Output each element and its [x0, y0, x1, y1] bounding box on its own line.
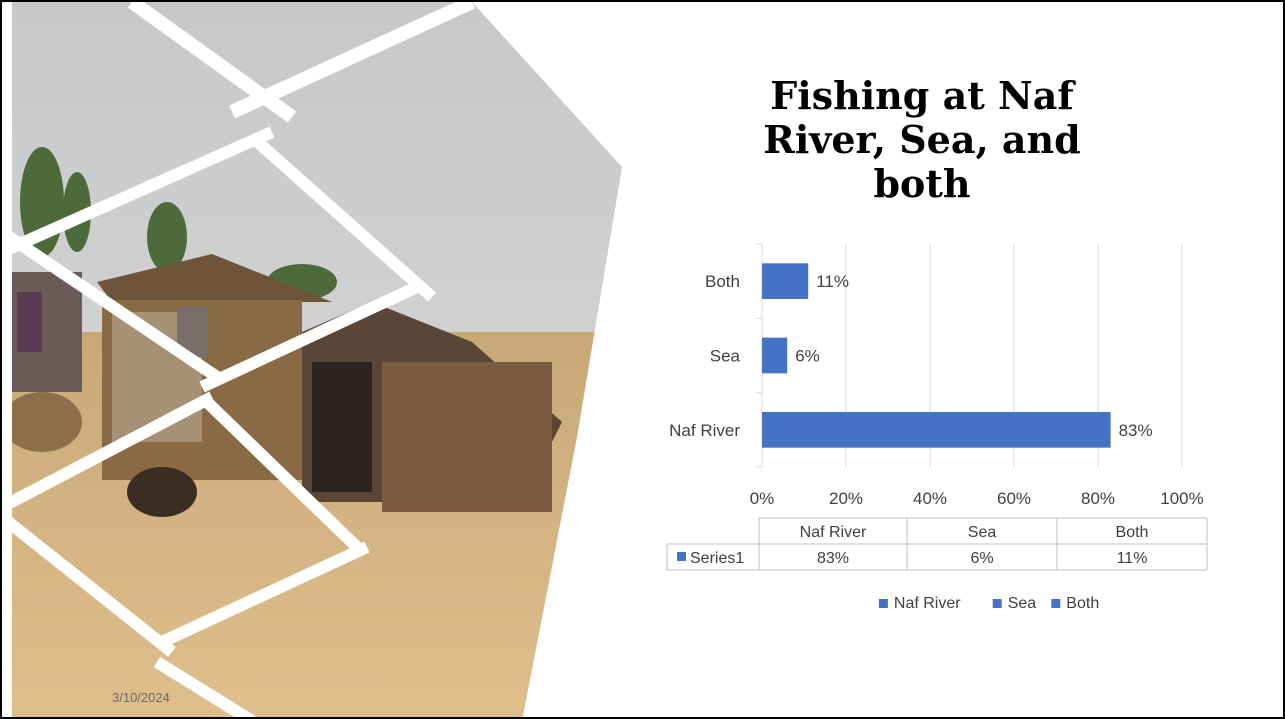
- table-cell: 83%: [817, 550, 849, 567]
- x-tick-label: 80%: [1081, 489, 1115, 508]
- basket: [127, 467, 197, 517]
- x-tick-label: 60%: [997, 489, 1031, 508]
- bar-chart: 0% 20% 40% 60% 80% 100% Naf River 83% Sea 6% Both 1…: [666, 243, 1208, 612]
- data-label: 11%: [816, 272, 849, 291]
- legend-label: Sea: [1008, 595, 1037, 612]
- table-header: Both: [1116, 524, 1149, 541]
- hut-right: [302, 302, 562, 512]
- x-tick-label: 40%: [913, 489, 947, 508]
- data-label: 83%: [1119, 421, 1153, 440]
- table-series-key: [677, 552, 686, 561]
- legend-label: Naf River: [894, 595, 961, 612]
- bar: [762, 337, 788, 374]
- table-cell: 6%: [970, 550, 993, 567]
- trees: [20, 147, 337, 300]
- legend-label: Both: [1066, 595, 1099, 612]
- table-cell: 11%: [1117, 550, 1148, 567]
- slide-date: 3/10/2024: [112, 690, 170, 705]
- data-label: 6%: [795, 347, 820, 366]
- mosaic-gaps: [2, 2, 475, 717]
- hut-left: [97, 254, 332, 480]
- x-tick-label: 100%: [1160, 489, 1203, 508]
- x-tick-label: 0%: [750, 489, 775, 508]
- bar: [762, 411, 1111, 448]
- table-header: Naf River: [800, 524, 867, 541]
- table-header: Sea: [968, 524, 997, 541]
- dirt-mound: [12, 392, 82, 452]
- slide-title: Fishing at Naf River, Sea, and both: [763, 73, 1081, 206]
- legend-key: [992, 599, 1002, 608]
- table-row-label: Series1: [690, 550, 744, 567]
- left-structure: [12, 272, 82, 392]
- category-label: Sea: [710, 347, 741, 366]
- photo-scene: [12, 2, 622, 717]
- photo-mosaic: [2, 2, 622, 717]
- category-label: Both: [705, 272, 740, 291]
- category-label: Naf River: [669, 421, 740, 440]
- x-tick-label: 20%: [829, 489, 863, 508]
- legend-key: [878, 599, 888, 608]
- bar: [762, 263, 809, 300]
- legend-key: [1051, 599, 1061, 608]
